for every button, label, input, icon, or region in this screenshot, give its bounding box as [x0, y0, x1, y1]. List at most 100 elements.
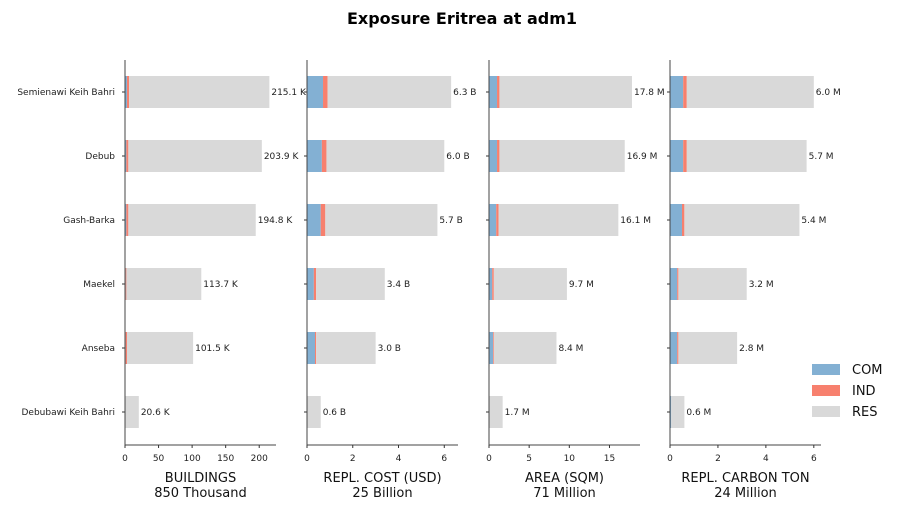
bar-res	[671, 396, 685, 428]
bar-ind	[492, 268, 494, 300]
x-axis-subtitle: 850 Thousand	[154, 486, 247, 501]
bar-res	[128, 140, 262, 172]
bar-res	[684, 204, 800, 236]
value-label: 5.4 M	[801, 216, 826, 226]
bar-ind	[496, 204, 499, 236]
bar-ind	[125, 268, 127, 300]
bar-com	[489, 76, 498, 108]
value-label: 17.8 M	[634, 88, 665, 98]
x-tick-label: 50	[153, 454, 165, 464]
bar-ind	[323, 76, 328, 108]
x-tick-label: 0	[667, 454, 673, 464]
bar-res	[325, 204, 438, 236]
bar-res	[326, 140, 445, 172]
bar-res	[128, 204, 256, 236]
value-label: 6.0 M	[816, 88, 841, 98]
x-tick-label: 2	[715, 454, 721, 464]
bar-com	[125, 140, 127, 172]
value-label: 3.0 B	[378, 344, 401, 354]
x-axis-label: BUILDINGS	[165, 471, 236, 486]
bar-com	[670, 396, 672, 428]
category-label: Anseba	[82, 344, 115, 354]
value-label: 3.2 M	[749, 280, 774, 290]
bar-ind	[127, 76, 130, 108]
bar-com	[307, 268, 314, 300]
bar-com	[670, 268, 678, 300]
category-label: Maekel	[83, 280, 115, 290]
value-label: 8.4 M	[558, 344, 583, 354]
value-label: 16.9 M	[627, 152, 658, 162]
bar-res	[499, 76, 632, 108]
bar-com	[670, 76, 684, 108]
bar-ind	[681, 204, 685, 236]
legend-swatch-res	[812, 406, 840, 417]
bar-ind	[126, 140, 129, 172]
bar-com	[670, 332, 678, 364]
bar-com	[307, 76, 324, 108]
x-tick-label: 0	[122, 454, 128, 464]
bar-com	[307, 140, 322, 172]
value-label: 16.1 M	[620, 216, 651, 226]
chart-title: Exposure Eritrea at adm1	[347, 9, 577, 28]
bar-ind	[683, 140, 687, 172]
legend-label-res: RES	[852, 405, 878, 420]
value-label: 215.1 K	[271, 88, 307, 98]
value-label: 194.8 K	[258, 216, 294, 226]
panel-1: 215.1 K Semienawi Keih Bahri 203.9 K Debub 1…	[17, 60, 307, 501]
bar-res	[678, 332, 738, 364]
bar-com	[307, 204, 321, 236]
bar-ind	[315, 332, 317, 364]
x-axis-label: REPL. COST (USD)	[323, 471, 441, 486]
bar-com	[489, 140, 498, 172]
bar-ind	[677, 268, 679, 300]
bar-res	[129, 76, 270, 108]
x-tick-label: 5	[526, 454, 532, 464]
bar-ind	[126, 204, 129, 236]
bar-com	[489, 332, 494, 364]
bar-ind	[125, 332, 128, 364]
x-axis-subtitle: 25 Billion	[352, 486, 412, 501]
x-tick-label: 6	[811, 454, 817, 464]
category-label: Debubawi Keih Bahri	[22, 408, 116, 418]
value-label: 9.7 M	[569, 280, 594, 290]
value-label: 6.0 B	[446, 152, 469, 162]
bar-res	[678, 268, 747, 300]
x-tick-label: 10	[564, 454, 576, 464]
bar-res	[316, 268, 385, 300]
bar-res	[307, 396, 321, 428]
x-tick-label: 0	[486, 454, 492, 464]
category-label: Semienawi Keih Bahri	[17, 88, 115, 98]
bar-ind	[677, 332, 679, 364]
value-label: 0.6 M	[686, 408, 711, 418]
panel-2: 6.3 B 6.0 B 5.7 B 3.4 B 3.0 B 0.6 B 0 2 4 6REPL. …	[304, 60, 476, 501]
legend-swatch-ind	[812, 385, 840, 396]
bar-ind	[497, 76, 500, 108]
x-tick-label: 6	[441, 454, 447, 464]
bar-res	[686, 76, 814, 108]
x-tick-label: 0	[304, 454, 310, 464]
value-label: 113.7 K	[203, 280, 239, 290]
x-axis-label: AREA (SQM)	[525, 471, 604, 486]
x-axis-label: REPL. CARBON TON	[681, 471, 809, 486]
value-label: 3.4 B	[387, 280, 410, 290]
bar-com	[670, 140, 684, 172]
value-label: 20.6 K	[141, 408, 171, 418]
x-tick-label: 4	[396, 454, 402, 464]
category-label: Gash-Barka	[63, 216, 115, 226]
legend-label-com: COM	[852, 363, 883, 378]
x-tick-label: 15	[604, 454, 615, 464]
bar-res	[127, 332, 194, 364]
legend-label-ind: IND	[852, 384, 876, 399]
x-tick-label: 150	[217, 454, 234, 464]
panel-4: 6.0 M 5.7 M 5.4 M 3.2 M 2.8 M 0.6 M 0 2 4 6REPL. …	[667, 60, 841, 501]
bar-res	[125, 396, 139, 428]
x-tick-label: 200	[251, 454, 268, 464]
value-label: 101.5 K	[195, 344, 231, 354]
bar-ind	[321, 140, 327, 172]
bar-res	[316, 332, 376, 364]
bar-res	[489, 396, 503, 428]
value-label: 0.6 B	[323, 408, 346, 418]
x-tick-label: 100	[184, 454, 201, 464]
panels-layer: 215.1 K Semienawi Keih Bahri 203.9 K Debub 1…	[17, 60, 841, 501]
